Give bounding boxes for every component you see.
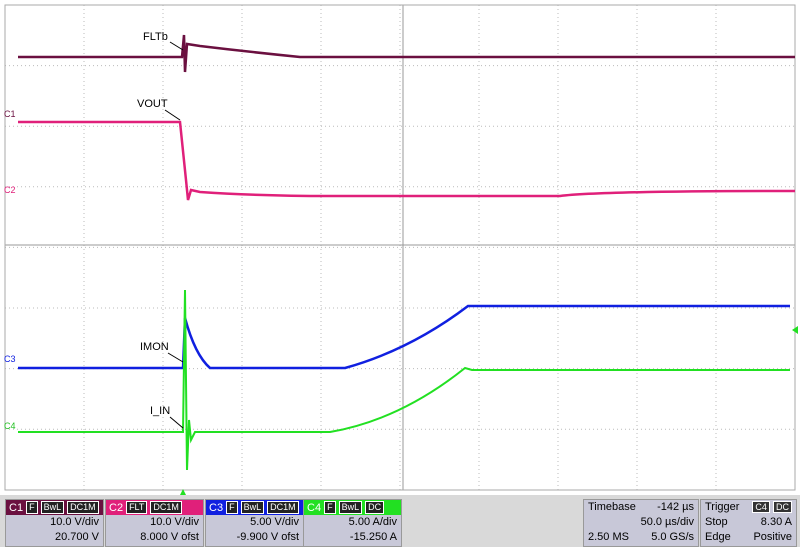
trace-iin	[18, 289, 790, 471]
channel-box[interactable]: C1 F BwL DC1M 10.0 V/div 20.700 V	[5, 499, 104, 547]
leader	[169, 41, 184, 51]
channel-box[interactable]: C2 FLT DC1M 10.0 V/div 8.000 V ofst	[105, 499, 204, 547]
channel-box[interactable]: C3 F BwL DC1M 5.00 V/div -9.900 V ofst	[205, 499, 304, 547]
channel-header: C4 F BwL DC	[304, 500, 401, 515]
text: -142 µs	[657, 501, 694, 513]
channel-box[interactable]: C4 F BwL DC 5.00 A/div -15.250 A	[303, 499, 402, 547]
channel-scale: 10.0 V/div	[150, 516, 199, 528]
trace-imon	[18, 304, 790, 370]
channel-offset: -15.250 A	[349, 531, 397, 543]
text: 5.0 GS/s	[651, 531, 694, 543]
trigger-level	[792, 326, 798, 334]
text: 8.30 A	[760, 516, 792, 528]
tag: DC1M	[267, 501, 299, 514]
leader	[164, 109, 181, 121]
channel-header: C3 F BwL DC1M	[206, 500, 303, 515]
status-panel: C1 F BwL DC1M 10.0 V/div 20.700 V C2 FLT DC1M 10.…	[0, 495, 800, 547]
trace-label: IMON	[140, 341, 169, 353]
channel-marker: C1	[4, 109, 16, 119]
tag: F	[226, 501, 238, 514]
text: Trigger	[705, 501, 740, 513]
text: 2.50 MS	[588, 531, 629, 543]
trace-label: I_IN	[150, 405, 170, 417]
channel-marker: C3	[4, 354, 16, 364]
tag: DC	[365, 501, 385, 514]
leader	[167, 352, 184, 363]
text: Edge	[705, 531, 731, 543]
channel-scale: 5.00 A/div	[348, 516, 397, 528]
channel-scale: 5.00 V/div	[250, 516, 299, 528]
text: 50.0 µs/div	[640, 516, 694, 528]
channel-name: C2	[109, 501, 124, 514]
channel-name: C1	[9, 501, 24, 514]
tag: C4	[752, 501, 770, 513]
tag: DC1M	[67, 501, 99, 514]
tag: F	[26, 501, 38, 514]
timebase-box[interactable]: Timebase -142 µs 50.0 µs/div 2.50 MS 5.0 G…	[583, 499, 699, 547]
channel-name: C4	[307, 501, 322, 514]
channel-name: C3	[209, 501, 224, 514]
trace-vout	[18, 120, 796, 201]
tag: FLT	[126, 501, 148, 514]
trigger-box[interactable]: Trigger C4 DC Stop 8.30 A Edge Positive	[700, 499, 797, 547]
scope-screen: FLTb VOUT IMON I_IN C1 C2 C3 C4	[4, 4, 798, 495]
tag: BwL	[338, 501, 363, 514]
frame	[4, 4, 796, 491]
channel-marker: C4	[4, 421, 16, 431]
text: Positive	[753, 531, 792, 543]
grid	[5, 5, 795, 490]
channel-scale: 10.0 V/div	[50, 516, 99, 528]
channel-header: C1 F BwL DC1M	[6, 500, 103, 515]
text: Stop	[705, 516, 728, 528]
channel-offset: 8.000 V ofst	[140, 531, 199, 543]
trace-label: VOUT	[137, 98, 168, 110]
tag: BwL	[40, 501, 65, 514]
tag: DC1M	[150, 501, 182, 514]
trigger-pos	[180, 489, 186, 495]
leader	[169, 416, 184, 429]
channel-header: C2 FLT DC1M	[106, 500, 203, 515]
channel-offset: -9.900 V ofst	[236, 531, 299, 543]
tag: DC	[773, 501, 792, 513]
trace-fltb	[18, 34, 795, 73]
channel-marker: C2	[4, 185, 16, 195]
text: Timebase	[588, 501, 636, 513]
tag: BwL	[240, 501, 265, 514]
tag: F	[324, 501, 336, 514]
channel-offset: 20.700 V	[54, 531, 99, 543]
trace-label: FLTb	[143, 31, 168, 43]
